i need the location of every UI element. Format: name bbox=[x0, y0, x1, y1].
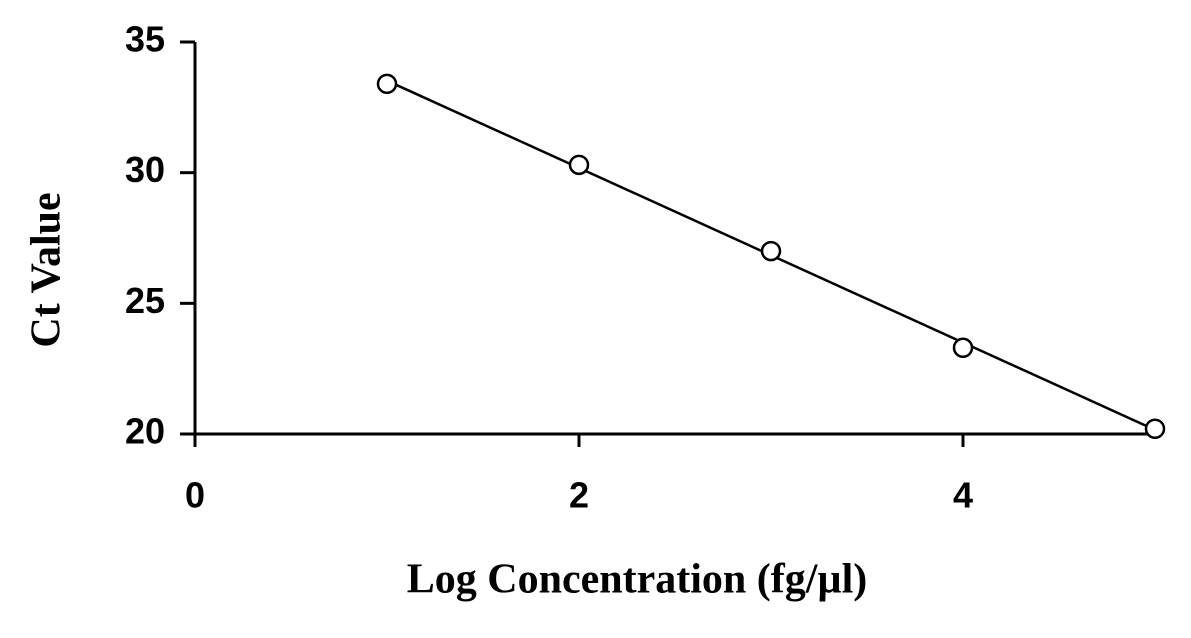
y-tick-label: 35 bbox=[125, 19, 165, 60]
x-axis-title: Log Concentration (fg/µl) bbox=[407, 557, 867, 603]
y-tick-label: 25 bbox=[125, 280, 165, 321]
data-point bbox=[952, 337, 974, 359]
x-tick-label: 0 bbox=[185, 475, 205, 516]
data-point bbox=[760, 240, 782, 262]
y-tick-label: 30 bbox=[125, 149, 165, 190]
x-tick-label: 2 bbox=[569, 475, 589, 516]
x-tick-label: 4 bbox=[953, 475, 973, 516]
data-point bbox=[568, 154, 590, 176]
data-point bbox=[1144, 418, 1166, 440]
data-point bbox=[376, 73, 398, 95]
y-axis-title: Ct Value bbox=[24, 192, 70, 347]
y-tick-label: 20 bbox=[125, 411, 165, 452]
